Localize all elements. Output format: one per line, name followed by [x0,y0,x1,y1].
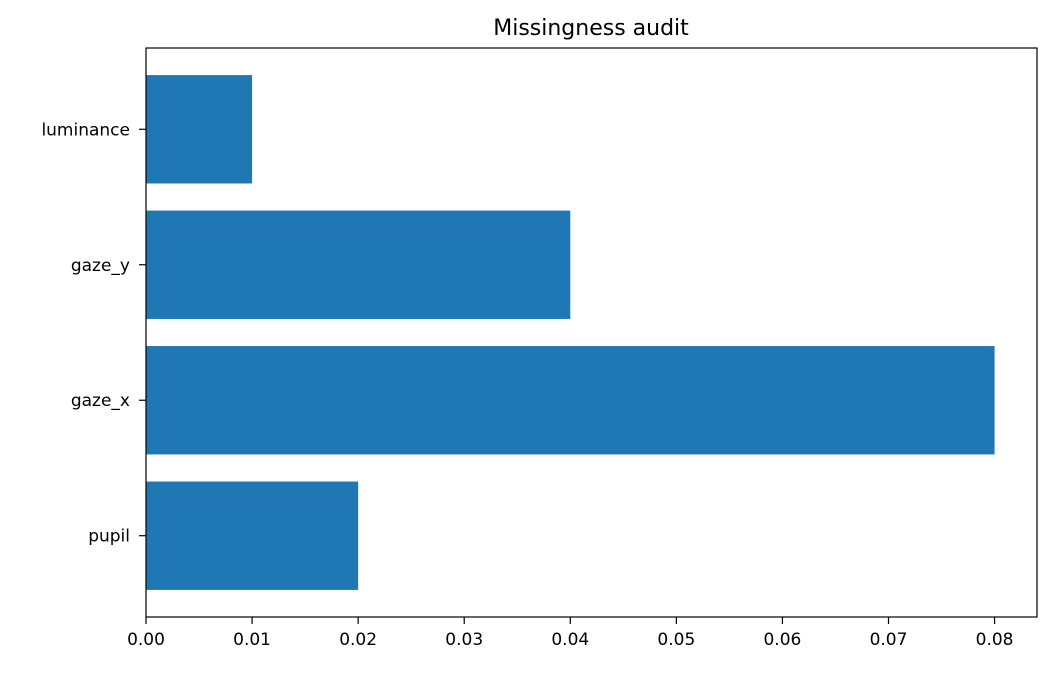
bars-layer [146,75,995,590]
y-tick-label-gaze-x: gaze_x [71,391,130,411]
x-tick-label: 0.03 [445,630,483,650]
y-tick-label-luminance: luminance [41,120,130,140]
axes-layer: 0.00 0.01 0.02 0.03 0.04 0.05 0.06 0.07 0.08 pupi… [41,47,1038,650]
x-tick-label: 0.02 [339,630,377,650]
bar-gaze-y [146,210,571,319]
y-tick-label-pupil: pupil [88,527,130,547]
y-tick-label-gaze-y: gaze_y [71,256,130,276]
bar-luminance [146,75,253,184]
x-tick-label: 0.06 [763,630,801,650]
plot-frame [145,47,1038,618]
chart-title: Missingness audit [493,16,689,41]
bar-pupil [146,481,359,590]
x-tick-label: 0.04 [551,630,589,650]
x-tick-label: 0.05 [657,630,695,650]
x-tick-label: 0.01 [233,630,271,650]
x-tick-label: 0.07 [870,630,908,650]
bar-gaze-x [146,346,995,455]
x-tick-label: 0.08 [976,630,1014,650]
x-tick-label: 0.00 [127,630,165,650]
